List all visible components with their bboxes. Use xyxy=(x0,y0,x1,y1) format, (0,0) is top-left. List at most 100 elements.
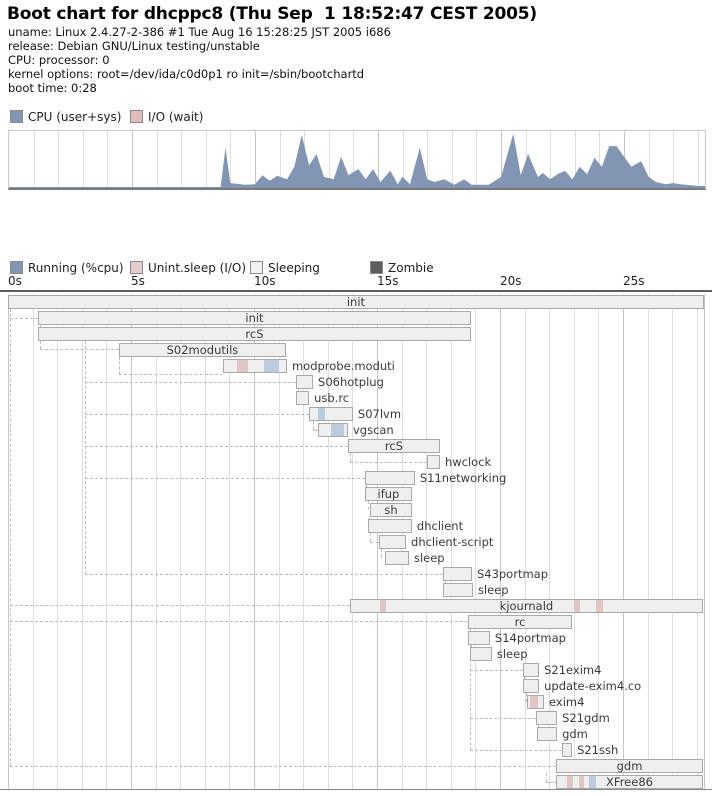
process-label: ifup xyxy=(377,487,400,501)
tree-connector xyxy=(40,349,119,350)
process-label: S43portmap xyxy=(476,567,549,581)
process-bar xyxy=(367,519,412,533)
process-bar xyxy=(442,567,472,581)
tree-connector xyxy=(470,718,536,719)
cpu-running-segment xyxy=(331,424,345,436)
tree-connector xyxy=(313,430,318,431)
process-bar: rc xyxy=(468,615,573,629)
legend-label: I/O (wait) xyxy=(148,110,204,124)
gantt-right-edge xyxy=(704,294,705,789)
tree-connector xyxy=(370,542,379,543)
tree-connector xyxy=(85,414,309,415)
process-label: kjournald xyxy=(499,599,554,613)
gantt-gridline xyxy=(155,294,157,789)
sleeping-swatch-icon xyxy=(250,261,263,274)
tree-connector xyxy=(85,341,86,574)
tree-connector xyxy=(10,766,556,767)
gantt-gridline xyxy=(131,294,132,789)
process-label: S21exim4 xyxy=(544,663,602,677)
kernel-options-line: kernel options: root=/dev/ida/c0d0p1 ro … xyxy=(8,66,365,81)
io-wait-segment xyxy=(578,776,584,788)
process-bar xyxy=(468,631,490,645)
gantt-gridline xyxy=(647,294,649,789)
tree-connector xyxy=(470,750,562,751)
io-swatch-icon xyxy=(130,110,143,123)
io-wait-segment xyxy=(237,360,249,372)
cpu-gridline xyxy=(230,131,232,188)
process-bar xyxy=(536,727,558,741)
gantt-gridline xyxy=(303,294,305,789)
cpu-gridline xyxy=(525,131,527,188)
gantt-gridline xyxy=(426,294,428,789)
process-bar: S02modutils xyxy=(118,343,286,357)
boot-time-line: boot time: 0:28 xyxy=(8,80,97,95)
process-bar xyxy=(522,679,540,693)
process-bar xyxy=(296,391,310,405)
gantt-gridline xyxy=(81,294,83,789)
process-bar: XFree86 xyxy=(556,775,703,789)
cpu-gridline xyxy=(82,131,84,188)
io-wait-segment xyxy=(379,600,387,612)
process-bar xyxy=(378,535,406,549)
cpu-gridline xyxy=(58,131,60,188)
gantt-gridline xyxy=(57,294,59,789)
gantt-gridline xyxy=(352,294,354,789)
process-label: init xyxy=(245,311,264,325)
process-label: S14portmap xyxy=(494,631,566,645)
process-bar xyxy=(385,551,409,565)
process-label: S11networking xyxy=(419,471,507,485)
cpu-gridline xyxy=(501,131,502,188)
process-label: rcS xyxy=(384,439,404,453)
cpu-gridline xyxy=(156,131,158,188)
cpu-gridline xyxy=(205,131,207,188)
cpu-gridline xyxy=(33,131,35,188)
cpu-gridline xyxy=(328,131,330,188)
process-label: update-exim4.co xyxy=(544,679,642,693)
cpu-gridline xyxy=(255,131,256,188)
process-label: dhclient-script xyxy=(411,535,494,549)
process-label: sh xyxy=(384,503,398,517)
tree-connector xyxy=(381,549,382,558)
legend-item: Unint.sleep (I/O) xyxy=(130,261,246,275)
process-bar: rcS xyxy=(38,327,471,341)
process-label: vgscan xyxy=(352,423,394,437)
tree-connector xyxy=(546,782,556,783)
axis-tick-label: 25s xyxy=(623,274,645,288)
gantt-gridline xyxy=(32,294,34,789)
process-bar xyxy=(309,407,353,421)
gantt-gridline xyxy=(524,294,526,789)
gantt-gridline xyxy=(327,294,329,789)
cpu-gridline xyxy=(648,131,650,188)
legend-item: Zombie xyxy=(370,261,434,275)
process-label: exim4 xyxy=(549,695,585,709)
cpu-gridline xyxy=(402,131,404,188)
cpu-gridline xyxy=(451,131,453,188)
process-label: S07lvm xyxy=(357,407,402,421)
legend-item: Sleeping xyxy=(250,261,320,275)
tree-connector xyxy=(470,670,523,671)
process-bar: sh xyxy=(370,503,412,517)
tree-connector xyxy=(526,693,527,702)
cpu-gridline xyxy=(574,131,576,188)
gantt-gridline xyxy=(549,294,551,789)
cpu-gridline xyxy=(279,131,281,188)
cpu-running-segment xyxy=(317,408,326,420)
release-line: release: Debian GNU/Linux testing/unstab… xyxy=(8,38,260,53)
gantt-gridline xyxy=(672,294,674,789)
cpu-gridline xyxy=(378,131,379,188)
cpu-utilization-chart xyxy=(8,130,706,190)
tree-connector xyxy=(10,309,11,766)
process-label: init xyxy=(346,295,366,309)
process-bar xyxy=(426,455,440,469)
cpu-gridline xyxy=(181,131,183,188)
process-label: hwclock xyxy=(444,455,492,469)
tree-connector xyxy=(350,453,351,462)
process-label: S21ssh xyxy=(577,743,619,757)
process-bar xyxy=(364,471,415,485)
gantt-gridline xyxy=(377,294,378,789)
process-bar: ifup xyxy=(364,487,412,501)
gantt-gridline xyxy=(475,294,477,789)
process-gantt-chart: init init rcS S02modutils modprobe.moduti S06… xyxy=(0,290,712,790)
zombie-swatch-icon xyxy=(370,261,383,274)
